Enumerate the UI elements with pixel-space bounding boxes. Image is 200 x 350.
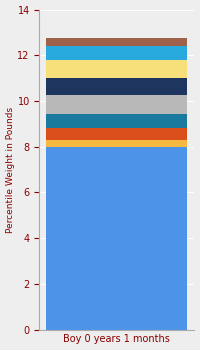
Bar xyxy=(46,78,187,95)
Bar xyxy=(46,60,187,78)
Bar xyxy=(46,46,187,60)
Bar xyxy=(46,113,187,128)
Bar xyxy=(46,147,187,330)
Bar xyxy=(46,95,187,113)
Bar xyxy=(46,38,187,46)
Bar xyxy=(46,140,187,147)
Bar xyxy=(46,128,187,140)
Y-axis label: Percentile Weight in Pounds: Percentile Weight in Pounds xyxy=(6,106,15,233)
